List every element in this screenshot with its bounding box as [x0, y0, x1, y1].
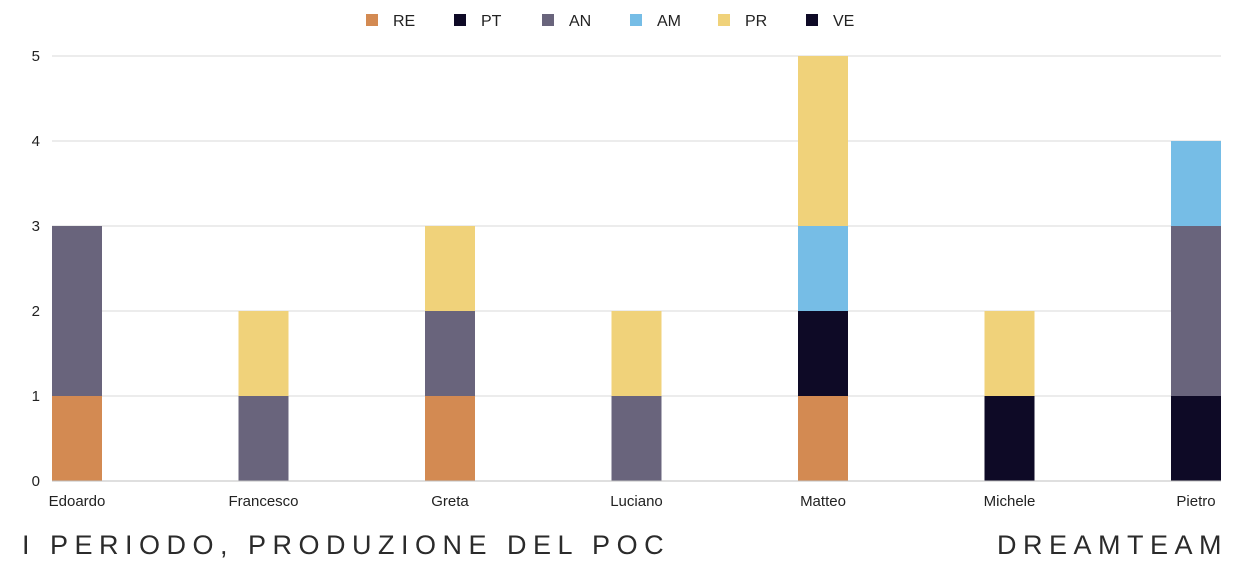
- bar-segment-francesco-pr: [238, 311, 289, 396]
- legend-label-ve: VE: [833, 13, 854, 30]
- bar-segment-pietro-an: [1171, 226, 1221, 396]
- bar-segment-greta-re: [425, 396, 475, 481]
- legend-label-am: AM: [657, 13, 681, 30]
- bar-segment-matteo-re: [798, 396, 848, 481]
- bars: [52, 56, 1221, 481]
- footer-subtitle: I PERIODO, PRODUZIONE DEL POC: [22, 530, 671, 560]
- x-tick-label-michele: Michele: [984, 493, 1036, 510]
- x-axis: Edoardo Francesco Greta Luciano Matteo Michel…: [49, 493, 1216, 510]
- legend-label-pr: PR: [745, 13, 767, 30]
- legend-swatch-pr: [718, 14, 730, 26]
- bar-segment-michele-pr: [984, 311, 1035, 396]
- bar-segment-pietro-am: [1171, 141, 1221, 226]
- legend: RE PT AN AM PR VE: [366, 13, 854, 30]
- x-tick-label-edoardo: Edoardo: [49, 493, 106, 510]
- bar-segment-matteo-pr: [798, 56, 848, 226]
- x-tick-label-luciano: Luciano: [610, 493, 663, 510]
- footer-team-name: DREAMTEAM: [996, 530, 1228, 560]
- y-tick-label: 2: [32, 303, 40, 320]
- y-tick-label: 4: [32, 133, 40, 150]
- legend-swatch-an: [542, 14, 554, 26]
- bar-segment-michele-pt: [984, 396, 1035, 481]
- x-tick-label-pietro: Pietro: [1176, 493, 1215, 510]
- bar-segment-luciano-an: [611, 396, 662, 481]
- bar-segment-pietro-pt: [1171, 396, 1221, 481]
- bar-segment-matteo-am: [798, 226, 848, 311]
- bar-segment-greta-an: [425, 311, 475, 396]
- y-tick-label: 3: [32, 218, 40, 235]
- legend-label-pt: PT: [481, 13, 502, 30]
- legend-swatch-re: [366, 14, 378, 26]
- legend-label-an: AN: [569, 13, 591, 30]
- x-tick-label-greta: Greta: [431, 493, 469, 510]
- bar-segment-luciano-pr: [611, 311, 662, 396]
- bar-segment-edoardo-re: [52, 396, 102, 481]
- bar-segment-francesco-an: [238, 396, 289, 481]
- stacked-bar-chart: 0 1 2 3 4 5 Edoardo Francesco Greta Luciano Matte…: [32, 13, 1221, 510]
- y-tick-label: 5: [32, 48, 40, 65]
- bar-segment-edoardo-an: [52, 226, 102, 396]
- x-tick-label-francesco: Francesco: [228, 493, 298, 510]
- legend-swatch-pt: [454, 14, 466, 26]
- bar-segment-greta-pr: [425, 226, 475, 311]
- x-tick-label-matteo: Matteo: [800, 493, 846, 510]
- legend-label-re: RE: [393, 13, 415, 30]
- legend-swatch-ve: [806, 14, 818, 26]
- y-tick-label: 1: [32, 388, 40, 405]
- legend-swatch-am: [630, 14, 642, 26]
- bar-segment-matteo-pt: [798, 311, 848, 396]
- y-tick-label: 0: [32, 473, 40, 490]
- y-axis: 0 1 2 3 4 5: [32, 48, 40, 490]
